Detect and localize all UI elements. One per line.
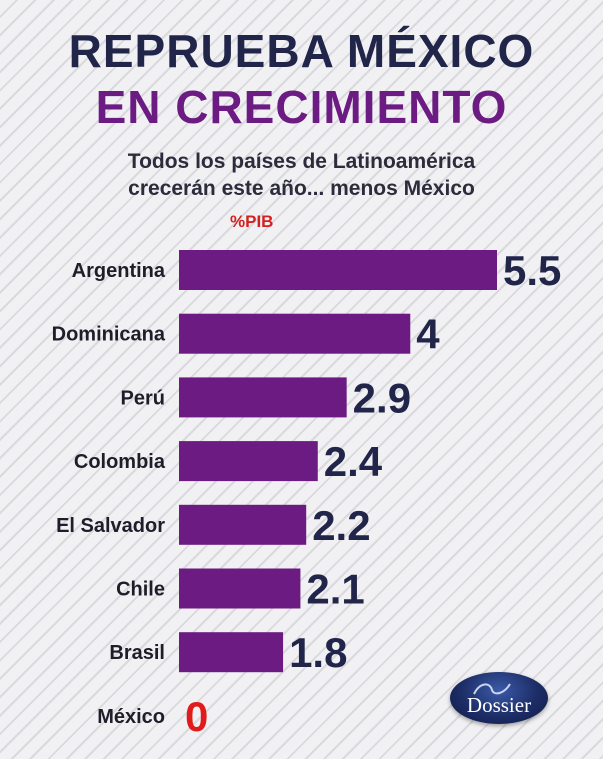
value-label-chile: 2.1: [306, 566, 364, 613]
category-label-chile: Chile: [116, 579, 165, 601]
subtitle-line-2: crecerán este año... menos México: [128, 177, 475, 200]
bar-colombia: [179, 441, 318, 482]
value-label-brasil: 1.8: [289, 629, 347, 676]
title-line-1: REPRUEBA MÉXICO: [68, 25, 535, 77]
bar-el-salvador: [179, 504, 307, 545]
bar-brasil: [179, 632, 284, 673]
logo-text: Dossier: [466, 692, 532, 717]
value-label-dominicana: 4: [416, 311, 440, 358]
category-label-mexico: México: [97, 706, 165, 728]
category-label-dominicana: Dominicana: [52, 324, 166, 346]
category-label-brasil: Brasil: [109, 642, 165, 664]
value-label-colombia: 2.4: [324, 438, 383, 485]
unit-label: %PIB: [230, 212, 274, 231]
category-label-colombia: Colombia: [74, 451, 166, 473]
category-label-el-salvador: El Salvador: [56, 515, 165, 537]
bar-chile: [179, 568, 301, 609]
value-label-mexico: 0: [185, 693, 208, 740]
title-line-2: EN CRECIMIENTO: [95, 81, 508, 133]
value-label-argentina: 5.5: [503, 247, 561, 294]
logo-swirl-icon: [473, 683, 511, 695]
bar-argentina: [179, 250, 497, 290]
category-label-peru: Perú: [121, 387, 165, 409]
dossier-logo: Dossier: [450, 672, 548, 724]
bar-dominicana: [179, 313, 411, 354]
subtitle-line-1: Todos los países de Latinoamérica: [127, 150, 476, 173]
category-label-argentina: Argentina: [72, 260, 166, 282]
value-label-el-salvador: 2.2: [312, 502, 370, 549]
bar-peru: [179, 377, 347, 418]
value-label-peru: 2.9: [353, 374, 411, 421]
